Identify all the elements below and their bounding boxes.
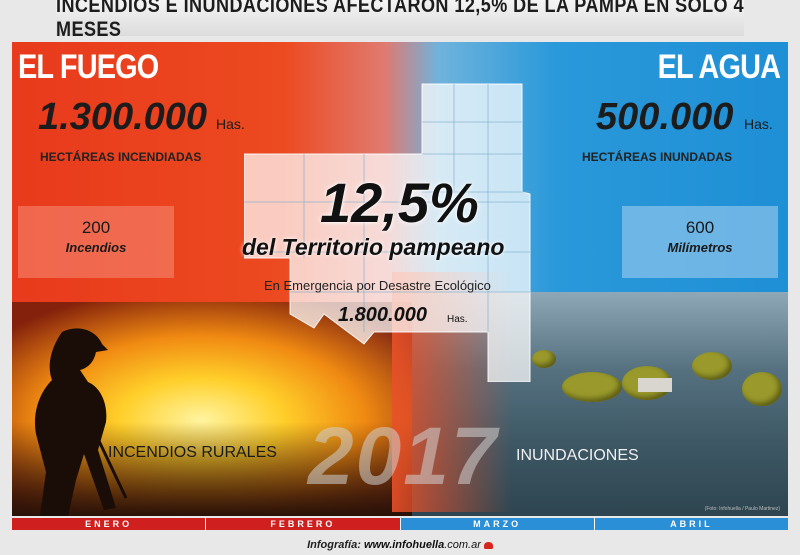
rain-label: Milímetros bbox=[667, 240, 733, 255]
fire-caption: INCENDIOS RURALES bbox=[108, 444, 277, 461]
water-subtitle: HECTÁREAS INUNDADAS bbox=[582, 150, 733, 164]
footer-site-bold: www.infohuella bbox=[363, 539, 445, 551]
total-hectares-unit: Has. bbox=[447, 314, 468, 325]
month-enero: ENERO bbox=[12, 518, 207, 530]
fire-title: EL FUEGO bbox=[18, 48, 159, 86]
flood-caption: INUNDACIONES bbox=[516, 447, 639, 464]
affected-percent: 12,5% bbox=[320, 171, 479, 234]
months-bar: ENERO FEBRERO MARZO ABRIL bbox=[12, 518, 788, 530]
fire-hectares: 1.300.000 bbox=[38, 96, 208, 138]
territory-label: del Territorio pampeano bbox=[242, 234, 505, 260]
huella-logo-icon bbox=[483, 541, 493, 549]
water-title: EL AGUA bbox=[657, 48, 780, 86]
month-febrero: FEBRERO bbox=[206, 518, 401, 530]
month-marzo: MARZO bbox=[400, 518, 595, 530]
rain-stat-box: 600 Milímetros bbox=[622, 206, 778, 278]
water-hectares-unit: Has. bbox=[744, 116, 773, 132]
water-hectares: 500.000 bbox=[596, 96, 734, 138]
fire-subtitle: HECTÁREAS INCENDIADAS bbox=[40, 150, 202, 164]
fires-count: 200 bbox=[81, 218, 111, 237]
fire-hectares-unit: Has. bbox=[216, 116, 245, 132]
total-hectares: 1.800.000 bbox=[338, 304, 427, 326]
footer: Infografía: www.infohuella.com.ar bbox=[0, 536, 800, 555]
fires-label: Incendios bbox=[65, 240, 127, 255]
firefighter-silhouette bbox=[34, 328, 128, 516]
year: 2017 bbox=[308, 411, 499, 502]
photo-credit: (Foto: Infohuella / Paulo Martinez) bbox=[704, 506, 780, 512]
rain-amount: 600 bbox=[685, 218, 715, 237]
footer-prefix: Infografía: bbox=[307, 539, 361, 551]
infographic-panel: EL FUEGO EL AGUA 1.300.000 Has. HECTÁREA… bbox=[12, 42, 788, 516]
footer-site-rest: .com.ar bbox=[444, 539, 481, 551]
fires-stat-box: 200 Incendios bbox=[18, 206, 174, 278]
footer-site[interactable]: www.infohuella.com.ar bbox=[364, 539, 481, 551]
la-pampa-map bbox=[244, 83, 531, 382]
month-abril: ABRIL bbox=[594, 518, 788, 530]
headline: INCENDIOS E INUNDACIONES AFECTARON 12,5%… bbox=[56, 0, 744, 41]
emergency-label: En Emergencia por Desastre Ecológico bbox=[264, 278, 491, 293]
